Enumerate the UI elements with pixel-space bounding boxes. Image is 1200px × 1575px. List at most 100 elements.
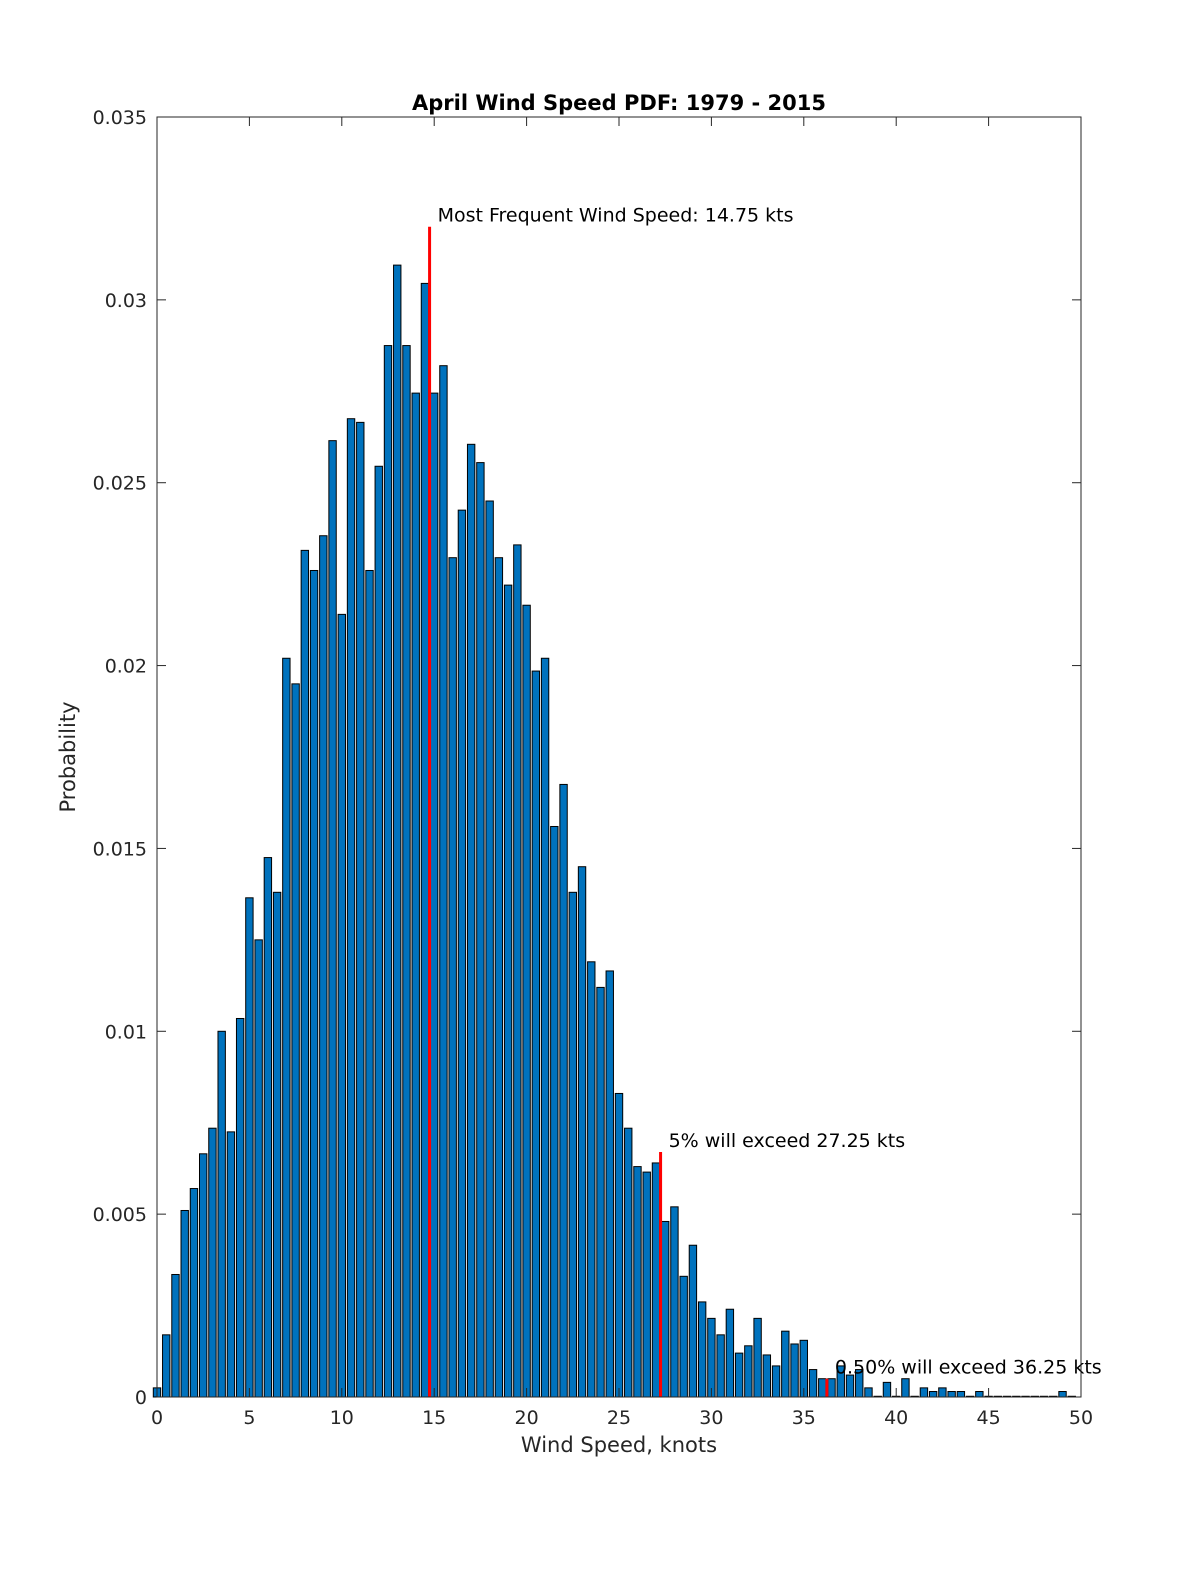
marker-annotation: 5% will exceed 27.25 kts: [669, 1130, 906, 1152]
bar: [633, 1166, 642, 1398]
bar: [642, 1171, 651, 1398]
bar: [688, 1244, 698, 1398]
bar: [577, 866, 587, 1398]
bar: [559, 783, 568, 1398]
bar: [734, 1352, 744, 1398]
bar: [466, 443, 476, 1398]
y-tick-label: 0.02: [105, 656, 147, 678]
bar: [337, 613, 346, 1398]
bar: [605, 970, 614, 1398]
bar: [245, 897, 254, 1398]
bar: [614, 1092, 624, 1398]
bar: [411, 392, 420, 1398]
bar: [938, 1387, 947, 1398]
y-axis-label: Probability: [56, 701, 80, 812]
x-axis-label: Wind Speed, knots: [521, 1433, 717, 1457]
y-tick-label: 0.035: [93, 107, 147, 129]
bar: [568, 891, 577, 1398]
bar: [697, 1301, 707, 1398]
bar: [744, 1345, 753, 1398]
bar: [189, 1188, 199, 1398]
bar: [383, 345, 393, 1398]
x-tick-label: 15: [422, 1407, 446, 1429]
bar: [753, 1317, 762, 1398]
bar: [208, 1127, 217, 1398]
x-tick-label: 35: [792, 1407, 816, 1429]
bar: [374, 465, 383, 1398]
bar: [550, 825, 559, 1398]
bar: [272, 891, 282, 1398]
bar: [162, 1334, 171, 1398]
chart-title: April Wind Speed PDF: 1979 - 2015: [412, 91, 826, 115]
bar: [901, 1378, 910, 1398]
bar: [457, 509, 467, 1398]
bar: [485, 500, 494, 1398]
bar: [781, 1330, 790, 1398]
bar: [328, 440, 337, 1398]
x-tick-label: 50: [1069, 1407, 1093, 1429]
bar: [771, 1365, 781, 1398]
x-tick-label: 30: [699, 1407, 723, 1429]
bar: [199, 1153, 208, 1398]
bar: [531, 670, 541, 1398]
bar: [235, 1017, 245, 1398]
bar: [180, 1209, 189, 1398]
bar: [928, 1391, 938, 1398]
bar: [762, 1354, 772, 1398]
bar: [300, 549, 310, 1398]
bar: [263, 857, 273, 1398]
bar: [226, 1131, 236, 1398]
bar: [356, 421, 365, 1398]
x-tick-label: 25: [607, 1407, 631, 1429]
bar: [393, 264, 402, 1398]
x-tick-label: 0: [151, 1407, 163, 1429]
y-tick-label: 0.005: [93, 1204, 147, 1226]
bar: [420, 282, 430, 1398]
y-tick-label: 0: [135, 1387, 147, 1409]
x-tick-label: 10: [330, 1407, 354, 1429]
y-tick-label: 0.01: [105, 1021, 147, 1043]
bar: [596, 986, 605, 1398]
bar: [651, 1162, 661, 1398]
bar: [670, 1206, 679, 1398]
bar: [818, 1378, 827, 1398]
bar: [217, 1030, 226, 1398]
y-tick-label: 0.025: [93, 473, 147, 495]
bar: [707, 1317, 716, 1398]
bar: [956, 1391, 966, 1398]
bar: [365, 569, 374, 1398]
bar: [679, 1275, 688, 1398]
marker-annotation: Most Frequent Wind Speed: 14.75 kts: [438, 205, 794, 227]
axes-box: [156, 116, 1082, 1398]
bar: [402, 345, 411, 1398]
bar: [513, 544, 522, 1398]
bar: [309, 569, 319, 1398]
bars-group: [152, 264, 1076, 1398]
y-tick-label: 0.015: [93, 838, 147, 860]
bar: [540, 657, 550, 1398]
bar: [448, 557, 457, 1398]
x-tick-label: 5: [243, 1407, 255, 1429]
bar: [919, 1387, 929, 1398]
bar: [947, 1391, 956, 1398]
bar: [476, 462, 485, 1398]
bar: [882, 1381, 892, 1398]
bar: [439, 365, 448, 1398]
bar: [790, 1343, 799, 1398]
bar: [171, 1273, 180, 1398]
bar: [346, 418, 356, 1398]
bar: [975, 1391, 984, 1398]
marker-annotation: 0.50% will exceed 36.25 kts: [835, 1357, 1102, 1379]
bar: [808, 1369, 818, 1398]
x-tick-label: 20: [515, 1407, 539, 1429]
bar: [522, 604, 531, 1398]
markers-group: Most Frequent Wind Speed: 14.75 kts 5% wi…: [428, 205, 1102, 1397]
bar: [291, 683, 300, 1398]
bar: [864, 1387, 873, 1398]
x-tick-label: 40: [884, 1407, 908, 1429]
bar: [661, 1220, 670, 1398]
bar: [624, 1127, 633, 1398]
bar: [1058, 1391, 1067, 1398]
bar: [282, 657, 291, 1398]
bar: [725, 1308, 735, 1398]
